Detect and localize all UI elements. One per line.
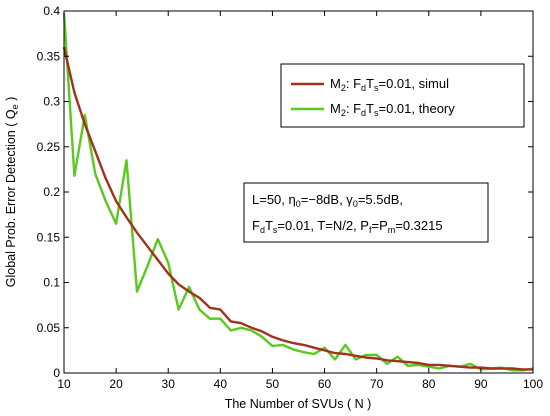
- y-tick-label: 0: [53, 366, 60, 380]
- y-axis-label: Global Prob. Error Detection ( Qe ): [4, 97, 20, 288]
- annotation: L=50, η0=−8dB, γ0=5.5dB, FdTs=0.01, T=N/…: [243, 182, 489, 243]
- x-tick-label: 40: [214, 377, 228, 391]
- ticks-layer: 10 20 30 40 50 60 70 80 90 100 0 0.05 0.1 0.15 0.2 0.25…: [37, 4, 544, 391]
- y-axis-label-tail: ): [4, 97, 18, 105]
- x-tick-label: 80: [422, 377, 436, 391]
- annotation-line-1: L=50, η0=−8dB, γ0=5.5dB,: [252, 192, 403, 209]
- x-tick-label: 10: [57, 377, 71, 391]
- y-tick-label: 0.2: [43, 185, 60, 199]
- y-axis-label-main: Global Prob. Error Detection ( Q: [4, 109, 18, 287]
- y-tick-label: 0.05: [37, 321, 61, 335]
- x-axis-label: The Number of SVUs ( N ): [225, 397, 372, 411]
- y-tick-label: 0.35: [37, 49, 61, 63]
- x-tick-label: 50: [266, 377, 280, 391]
- legend-entry-simul: M2: FdTs=0.01, simul: [330, 76, 449, 93]
- x-tick-label: 30: [162, 377, 176, 391]
- y-axis-label-sub: e: [10, 104, 20, 109]
- x-tick-label: 100: [523, 377, 543, 391]
- annotation-box: [243, 182, 489, 243]
- legend-box: [280, 63, 525, 128]
- legend-entry-theory: M2: FdTs=0.01, theory: [330, 101, 455, 118]
- y-tick-label: 0.15: [37, 230, 61, 244]
- series-line-simul: [62, 46, 533, 371]
- y-tick-label: 0.25: [37, 140, 61, 154]
- x-tick-label: 70: [370, 377, 384, 391]
- x-tick-label: 60: [318, 377, 332, 391]
- y-tick-label: 0.1: [43, 276, 60, 290]
- y-tick-label: 0.4: [43, 4, 60, 18]
- series-layer: [62, 12, 534, 372]
- x-tick-label: 90: [474, 377, 488, 391]
- x-tick-label: 20: [109, 377, 123, 391]
- annotation-line-2: FdTs=0.01, T=N/2, Pf=Pm=0.3215: [252, 218, 443, 235]
- legend: M2: FdTs=0.01, simul M2: FdTs=0.01, theo…: [280, 63, 525, 128]
- y-tick-label: 0.3: [43, 95, 60, 109]
